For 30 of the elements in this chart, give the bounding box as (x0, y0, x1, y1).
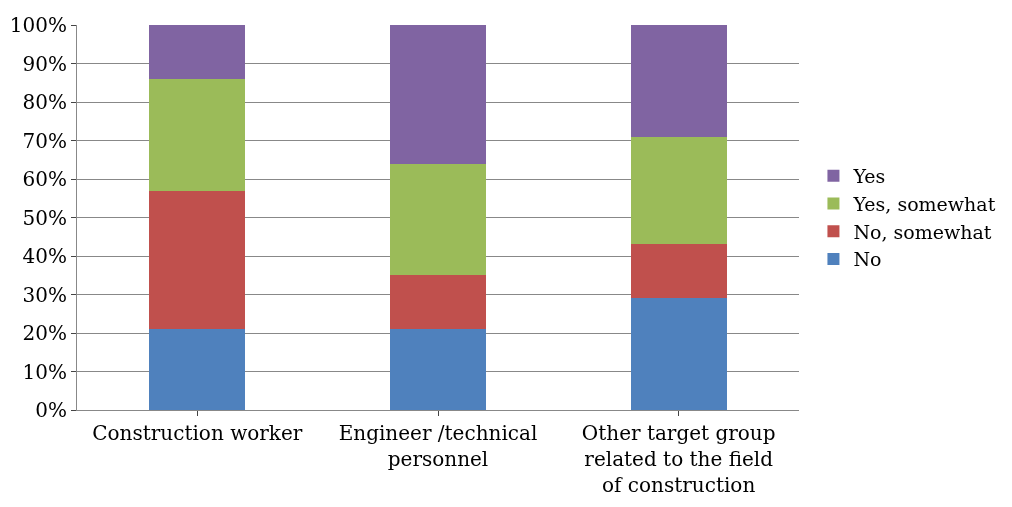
y-tick-label: 10% (22, 359, 67, 384)
x-tick-label: Other target group related to the field of construction (581, 421, 776, 497)
legend-label: No, somewhat (853, 220, 992, 243)
x-tick-label: Construction worker (92, 421, 303, 445)
legend-label: Yes, somewhat (852, 192, 996, 215)
bar (389, 275, 487, 330)
bar (149, 78, 246, 191)
x-tick-label: Engineer /technical personnel (338, 421, 538, 471)
y-tick-label: 40% (22, 244, 67, 268)
y-tick-label: 60% (22, 167, 67, 191)
y-tick-label: 20% (22, 321, 67, 345)
bar (149, 25, 246, 79)
y-tick-label: 90% (22, 51, 67, 76)
bar (149, 190, 246, 330)
bar (389, 163, 487, 276)
bar (149, 329, 246, 410)
bar (630, 136, 727, 245)
y-tick-label: 70% (22, 128, 67, 153)
y-tick-label: 0% (35, 398, 67, 422)
y-tick-label: 80% (22, 90, 67, 114)
bar (630, 244, 727, 299)
bar (389, 25, 487, 164)
y-tick-label: 100% (9, 13, 67, 37)
bar (389, 329, 487, 410)
legend-label: No (853, 248, 882, 271)
y-tick-label: 30% (22, 282, 67, 307)
legend-label: Yes (852, 165, 886, 188)
bar (630, 25, 727, 137)
y-tick-label: 50% (22, 205, 67, 230)
bar (630, 298, 727, 410)
